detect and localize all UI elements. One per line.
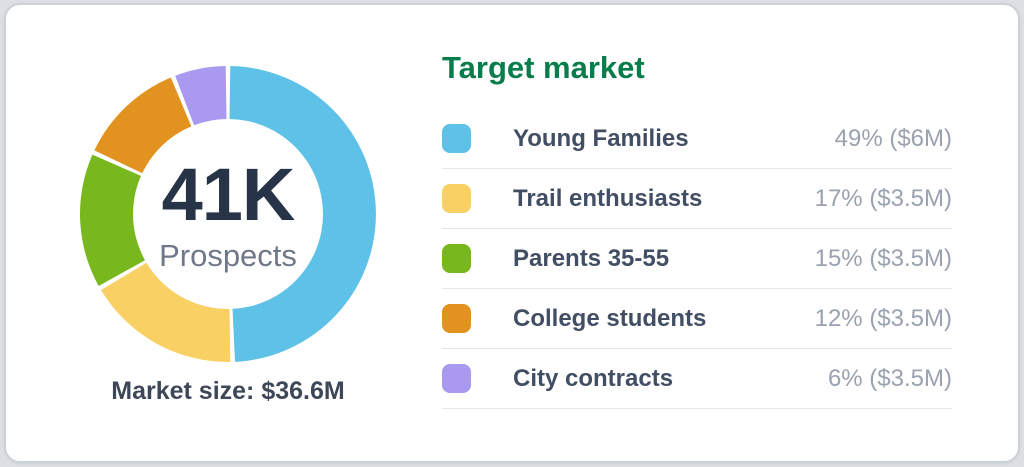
- market-size-caption: Market size: $36.6M: [111, 377, 345, 405]
- legend-label: Parents 35-55: [513, 244, 670, 272]
- legend-value: 49% ($6M): [834, 124, 952, 152]
- donut-chart: [80, 66, 376, 362]
- legend-value: 15% ($3.5M): [814, 244, 952, 272]
- legend-value: 6% ($3.5M): [827, 364, 952, 392]
- donut-segment-parents-35-55: [80, 154, 145, 286]
- legend-title: Target market: [442, 50, 645, 85]
- legend-value: 12% ($3.5M): [814, 304, 952, 332]
- legend-label: College students: [513, 304, 707, 332]
- legend-row: Parents 35-55 15% ($3.5M): [442, 229, 952, 290]
- legend-color-swatch: [442, 304, 471, 334]
- legend-color-swatch: [442, 124, 471, 154]
- legend-row: Trail enthusiasts 17% ($3.5M): [442, 169, 952, 230]
- infographic-card: 41K Prospects Market size: $36.6M Target…: [4, 3, 1020, 463]
- legend-label: Young Families: [513, 124, 689, 152]
- legend-label: City contracts: [513, 364, 674, 392]
- legend-rows: Young Families 49% ($6M) Trail enthusias…: [442, 109, 952, 410]
- legend-row: City contracts 6% ($3.5M): [442, 349, 952, 410]
- legend-row: Young Families 49% ($6M): [442, 109, 952, 170]
- legend-color-swatch: [442, 244, 471, 274]
- legend-value: 17% ($3.5M): [814, 184, 952, 212]
- target-market-legend: Target market Young Families 49% ($6M) T…: [442, 50, 952, 410]
- donut-segment-young-families: [229, 66, 376, 362]
- legend-color-swatch: [442, 364, 471, 394]
- legend-label: Trail enthusiasts: [513, 184, 703, 212]
- legend-color-swatch: [442, 184, 471, 214]
- donut-segment-trail-enthusiasts: [101, 262, 231, 362]
- donut-segment-city-contracts: [175, 66, 227, 126]
- legend-row: College students 12% ($3.5M): [442, 289, 952, 350]
- donut-segment-college-students: [94, 77, 192, 174]
- donut-chart-area: 41K Prospects: [68, 54, 388, 374]
